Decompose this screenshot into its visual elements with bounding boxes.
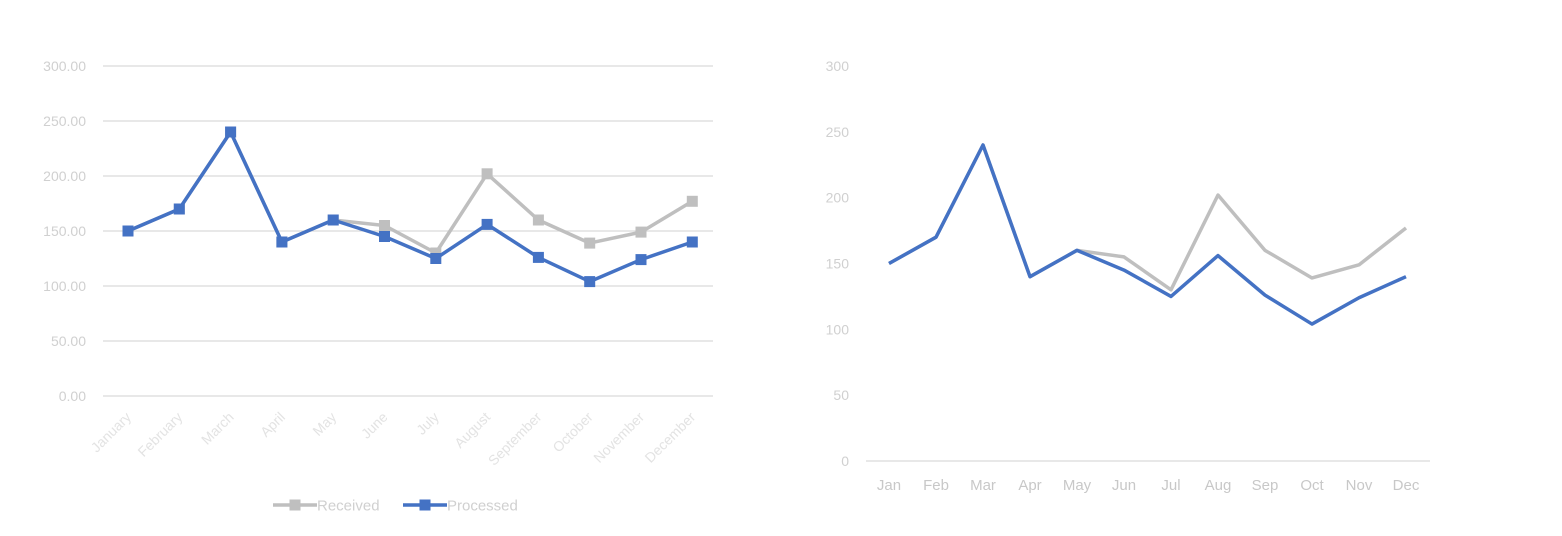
data-point-processed (276, 236, 288, 248)
x-tick-label: Apr (1018, 477, 1041, 494)
x-tick-label: Jan (877, 477, 901, 494)
series-line-received (127, 130, 694, 255)
x-tick-label: March (198, 409, 237, 448)
y-tick-label: 150 (826, 256, 850, 272)
legend-swatch-marker (419, 499, 431, 511)
data-point-processed (430, 253, 442, 264)
data-point-processed (635, 254, 647, 266)
legend-item-processed: Processed (403, 498, 518, 515)
chart-monthly-received-processed: 0.00 50.00 100.00 150.00 200.00 250.00 300.00 J… (43, 58, 713, 515)
data-point-processed (327, 214, 339, 226)
data-point-processed (379, 231, 390, 242)
x-tick-label: August (451, 409, 493, 451)
y-tick-label: 250 (826, 124, 850, 140)
x-tick-label: November (590, 409, 647, 466)
x-tick-label: Nov (1346, 477, 1373, 494)
x-tick-label: May (309, 409, 339, 439)
y-tick-label: 100 (826, 321, 850, 337)
data-point-received (532, 214, 544, 226)
x-tick-label: January (88, 409, 135, 456)
data-point-processed (686, 236, 698, 248)
x-tick-label: April (257, 409, 288, 440)
series-line-processed (127, 130, 693, 284)
data-point-processed (481, 218, 493, 230)
chart-monthly-abbrev: 0 50 100 150 200 250 300 Jan Feb Mar Apr May Jun Jul A… (826, 58, 1430, 494)
legend-label: Received (317, 498, 380, 515)
data-point-processed (122, 225, 134, 237)
data-point-processed (584, 276, 596, 288)
data-point-received (584, 237, 596, 249)
y-tick-label: 300.00 (43, 58, 86, 74)
x-tick-label: Dec (1393, 477, 1420, 494)
x-tick-label: October (549, 409, 596, 456)
x-tick-label: Aug (1205, 477, 1232, 494)
y-tick-label: 200.00 (43, 168, 86, 184)
x-tick-label: Jun (1112, 477, 1136, 494)
x-tick-label: June (358, 409, 391, 442)
y-tick-label: 50.00 (51, 333, 86, 349)
series-line-2 (888, 143, 1407, 326)
data-point-received (481, 168, 493, 180)
series-line-1 (888, 143, 1408, 292)
y-tick-label: 0 (841, 453, 849, 469)
y-tick-label: 100.00 (43, 278, 86, 294)
x-tick-label: July (413, 409, 442, 438)
data-point-processed (532, 251, 544, 263)
x-tick-label: December (641, 409, 698, 466)
y-tick-label: 200 (826, 190, 850, 206)
x-tick-label: February (134, 409, 185, 460)
data-point-received (686, 195, 698, 207)
x-tick-label: September (485, 409, 545, 469)
data-point-processed (225, 126, 237, 138)
data-point-received (379, 220, 390, 231)
legend-item-received: Received (273, 498, 380, 515)
x-tick-label: Jul (1161, 477, 1180, 494)
x-tick-label: Sep (1252, 477, 1279, 494)
data-point-received (635, 226, 647, 238)
x-tick-label: Mar (970, 477, 996, 494)
y-tick-label: 0.00 (59, 388, 86, 404)
x-tick-label: Feb (923, 477, 949, 494)
legend-swatch-marker (289, 499, 301, 511)
legend-label: Processed (447, 498, 518, 515)
data-point-processed (173, 203, 185, 215)
y-tick-label: 150.00 (43, 223, 86, 239)
x-tick-label: Oct (1300, 477, 1324, 494)
y-tick-label: 250.00 (43, 113, 86, 129)
y-tick-label: 50 (833, 387, 849, 403)
y-tick-label: 300 (826, 58, 850, 74)
x-tick-label: May (1063, 477, 1092, 494)
